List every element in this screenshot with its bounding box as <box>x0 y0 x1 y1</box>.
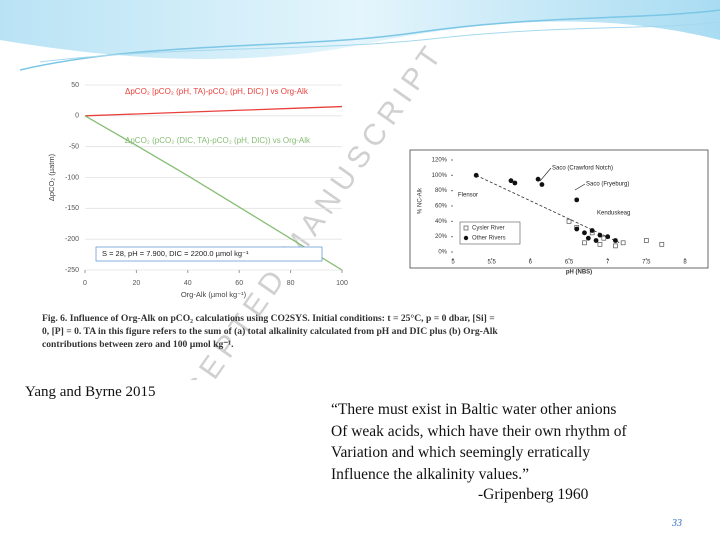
data-line <box>84 115 343 271</box>
data-point <box>659 241 665 247</box>
series-label: ΔpCO₂ (pCO₂ (DIC, TA)-pCO₂ (pH, DIC)) vs… <box>125 136 311 145</box>
x-tick-label: 7 <box>606 260 610 266</box>
data-point <box>643 238 649 243</box>
data-point <box>508 178 514 184</box>
y-tick-label: 100% <box>432 173 448 179</box>
header-wave <box>0 0 720 59</box>
y-tick-label: 0% <box>438 250 447 256</box>
trend-line <box>476 174 624 245</box>
page-number: 33 <box>672 518 682 529</box>
annotation-arrow <box>574 183 586 191</box>
legend-marker <box>463 235 469 241</box>
quote-line: Variation and which seemingly erraticall… <box>331 444 591 461</box>
y-tick-label: 80% <box>435 188 448 194</box>
figures: ACCEPTED MANUSCRIPT 500-50-100-150-200-2… <box>40 36 709 380</box>
x-tick-label: 6 <box>529 260 533 266</box>
data-point <box>597 232 603 238</box>
y-tick-label: 60% <box>435 204 448 210</box>
citation: Yang and Byrne 2015 <box>25 384 156 400</box>
annotation-box <box>95 246 323 262</box>
data-point <box>574 226 580 232</box>
annotation: Saco (Crawford Notch) <box>552 166 613 172</box>
y-tick-label: 20% <box>435 234 448 240</box>
data-point <box>539 182 545 187</box>
y-tick-label: -50 <box>69 144 79 151</box>
y-tick-label: 50 <box>71 82 79 89</box>
x-tick-label: 5 <box>451 260 455 266</box>
y-tick-label: 0 <box>75 113 79 120</box>
y-tick-label: 40% <box>435 219 448 225</box>
data-point <box>512 180 518 186</box>
annotation: Saco (Fryeburg) <box>586 182 629 188</box>
x-tick-label: 100 <box>336 280 348 287</box>
data-point <box>535 176 541 182</box>
data-point <box>597 241 603 247</box>
data-point <box>574 197 580 203</box>
annotation-arrow <box>539 167 552 182</box>
y-tick-label: -100 <box>65 174 79 181</box>
annotation: S = 28, pH = 7.900, DIC = 2200.0 µmol kg… <box>102 249 249 258</box>
series-label: ΔpCO₂ [pCO₂ (pH, TA)-pCO₂ (pH, DIC) ] vs… <box>125 87 309 96</box>
data-point <box>601 235 607 241</box>
y-tick-label: 120% <box>432 158 448 164</box>
x-tick-label: 80 <box>287 280 295 287</box>
legend-box <box>459 221 521 245</box>
x-tick-label: 6.5 <box>565 260 574 266</box>
x-tick-label: 60 <box>235 280 243 287</box>
figure-panel <box>40 75 350 360</box>
data-point <box>613 238 618 243</box>
data-point <box>593 238 599 243</box>
header-decoration <box>0 0 720 71</box>
data-line <box>84 105 343 117</box>
quote-line: Of weak acids, which have their own rhyt… <box>331 422 627 440</box>
quote: “There must exist in Baltic water other … <box>331 399 627 485</box>
y-axis-label: ΔpCO₂ (µatm) <box>47 153 56 201</box>
header-line <box>19 9 720 71</box>
x-tick-label: 20 <box>133 280 141 287</box>
legend-label: Other Rivers <box>472 236 506 242</box>
data-point <box>473 172 479 178</box>
x-tick-label: 7.5 <box>642 260 651 266</box>
quote-line: Influence the alkalinity values.” <box>331 465 529 483</box>
y-tick-label: -250 <box>65 267 79 274</box>
data-point <box>582 230 587 236</box>
data-point <box>582 240 587 246</box>
y-tick-label: -150 <box>65 205 79 212</box>
data-point <box>613 243 618 249</box>
x-axis-label: pH (NBS) <box>566 270 592 276</box>
x-tick-label: 5.5 <box>487 260 496 266</box>
legend-label: Cysler River <box>472 226 505 232</box>
x-tick-label: 8 <box>683 260 687 266</box>
data-point <box>585 235 591 241</box>
annotation: Flensor <box>458 193 478 199</box>
figure-panel <box>409 149 709 269</box>
x-tick-label: 40 <box>184 280 192 287</box>
y-axis-label: % NC-Alk <box>418 187 424 214</box>
x-tick-label: 0 <box>83 280 87 287</box>
data-point <box>620 240 626 246</box>
legend-marker <box>463 225 469 231</box>
data-point <box>566 218 572 224</box>
attribution: -Gripenberg 1960 <box>478 486 589 503</box>
data-point <box>605 234 611 240</box>
header-line <box>39 21 720 63</box>
annotation: Kenduskeag <box>597 211 630 217</box>
y-tick-label: -200 <box>65 236 79 243</box>
x-axis-label: Org-Alk (µmol kg⁻¹) <box>181 290 247 299</box>
quote-line: “There must exist in Baltic water other … <box>331 401 617 418</box>
data-point <box>589 228 595 233</box>
figure-caption: Fig. 6. Influence of Org-Alk on pCO₂ cal… <box>42 313 498 350</box>
